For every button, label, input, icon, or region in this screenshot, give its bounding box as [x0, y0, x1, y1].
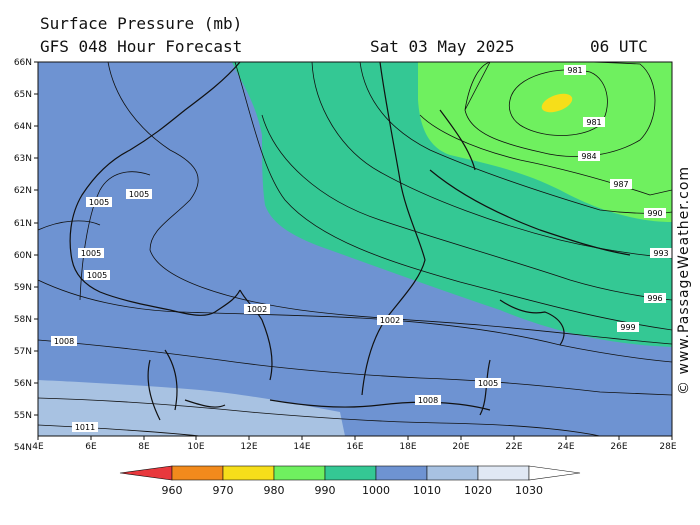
isobar-label: 996 [644, 293, 666, 303]
lon-label: 6E [85, 442, 97, 452]
lat-label: 65N [14, 90, 32, 100]
svg-text:1005: 1005 [81, 249, 101, 258]
svg-text:996: 996 [647, 294, 662, 303]
colorbar-segment [273, 465, 326, 481]
lon-label: 14E [293, 442, 310, 452]
svg-text:993: 993 [653, 249, 668, 258]
isobar-label: 981 [564, 65, 586, 75]
lat-label: 54N [14, 443, 32, 453]
isobar-label: 1005 [126, 189, 152, 199]
lat-label: 59N [14, 283, 32, 293]
svg-text:1002: 1002 [247, 305, 267, 314]
isobar-label: 993 [650, 248, 672, 258]
lat-label: 63N [14, 154, 32, 164]
colorbar-tick: 990 [315, 484, 336, 497]
isobar-label: 1002 [244, 304, 270, 314]
isobar-labels: 981 981 984 987 990 993 996 999 1002 100… [51, 65, 672, 432]
colorbar-low-arrow [119, 465, 173, 481]
isobar-lines [38, 62, 672, 436]
colorbar-segment [222, 465, 275, 481]
lon-label: 10E [187, 442, 204, 452]
svg-text:1005: 1005 [129, 190, 149, 199]
colorbar-tick: 1000 [362, 484, 390, 497]
lon-label: 8E [138, 442, 150, 452]
lon-label: 18E [399, 442, 416, 452]
isobar-label: 1002 [377, 315, 403, 325]
svg-text:1008: 1008 [418, 396, 438, 405]
lat-label: 61N [14, 219, 32, 229]
low-pressure-core [541, 93, 573, 113]
lat-label: 55N [14, 411, 32, 421]
isobar-label: 1005 [475, 378, 501, 388]
lon-label: 22E [505, 442, 522, 452]
lat-label: 60N [14, 251, 32, 261]
colorbar-segment [375, 465, 428, 481]
isobar-label: 1011 [72, 422, 98, 432]
colorbar-tick: 970 [213, 484, 234, 497]
pressure-colorbar: 960 970 980 990 1000 1010 1020 1030 [119, 465, 581, 497]
isobar-label: 1005 [84, 270, 110, 280]
lat-label: 66N [14, 58, 32, 68]
lon-label: 26E [610, 442, 627, 452]
lon-label: 4E [32, 442, 44, 452]
lat-label: 64N [14, 122, 32, 132]
svg-text:987: 987 [613, 180, 628, 189]
colorbar-tick: 1020 [464, 484, 492, 497]
svg-text:1005: 1005 [89, 198, 109, 207]
svg-text:984: 984 [581, 152, 596, 161]
svg-text:1005: 1005 [478, 379, 498, 388]
colorbar-segment [477, 465, 530, 481]
lat-label: 57N [14, 347, 32, 357]
lon-label: 16E [346, 442, 363, 452]
longitude-axis: 4E 6E 8E 10E 12E 14E 16E 18E 20E 22E 24E… [32, 436, 677, 452]
isobar-label: 987 [610, 179, 632, 189]
lon-label: 28E [659, 442, 676, 452]
lon-label: 24E [557, 442, 574, 452]
colorbar-tick: 980 [264, 484, 285, 497]
isobar-label: 1008 [51, 336, 77, 346]
isobar-label: 981 [583, 117, 605, 127]
svg-text:1005: 1005 [87, 271, 107, 280]
colorbar-segment [426, 465, 479, 481]
lon-label: 12E [240, 442, 257, 452]
svg-text:1002: 1002 [380, 316, 400, 325]
colorbar-high-arrow [528, 465, 581, 481]
colorbar-segment [171, 465, 224, 481]
forecast-time: 06 UTC [590, 37, 648, 56]
lat-label: 56N [14, 379, 32, 389]
site-watermark: © www.PassageWeather.com [676, 165, 692, 395]
isobar-label: 1005 [78, 248, 104, 258]
svg-text:1011: 1011 [75, 423, 95, 432]
colorbar-tick: 1010 [413, 484, 441, 497]
forecast-date: Sat 03 May 2025 [370, 37, 515, 56]
pressure-band-1010-1020 [38, 380, 345, 436]
svg-text:981: 981 [567, 66, 582, 75]
lat-label: 58N [14, 315, 32, 325]
isobar-label: 1005 [86, 197, 112, 207]
isobar-label: 984 [578, 151, 600, 161]
svg-text:981: 981 [586, 118, 601, 127]
lon-label: 20E [452, 442, 469, 452]
latitude-axis: 66N 65N 64N 63N 62N 61N 60N 59N 58N 57N … [14, 58, 38, 453]
forecast-model-label: GFS 048 Hour Forecast [40, 37, 243, 56]
colorbar-segment [324, 465, 377, 481]
isobar-label: 1008 [415, 395, 441, 405]
svg-text:999: 999 [620, 323, 635, 332]
map-title: Surface Pressure (mb) [40, 14, 243, 33]
svg-text:990: 990 [647, 209, 662, 218]
colorbar-tick: 1030 [515, 484, 543, 497]
coastlines [69, 62, 631, 421]
svg-text:1008: 1008 [54, 337, 74, 346]
isobar-label: 999 [617, 322, 639, 332]
colorbar-tick: 960 [162, 484, 183, 497]
isobar-label: 990 [644, 208, 666, 218]
lat-label: 62N [14, 186, 32, 196]
